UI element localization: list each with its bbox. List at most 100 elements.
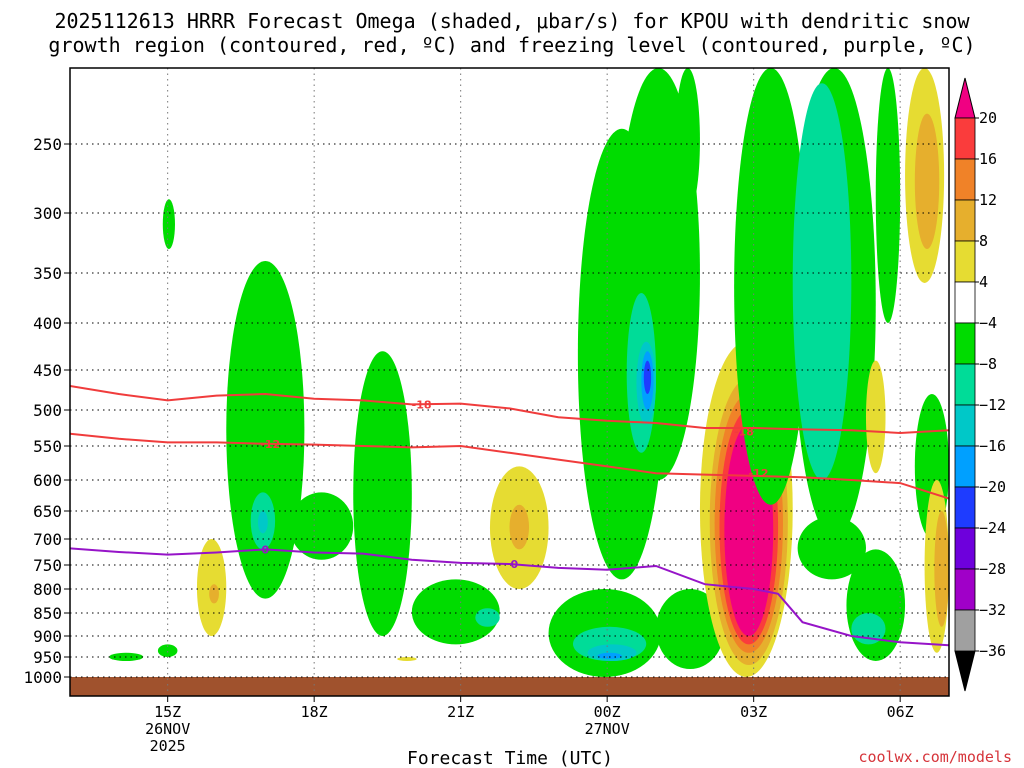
colorbar-tick-label-2: 12: [979, 191, 997, 209]
omega-cell-44: [934, 511, 949, 627]
ground-fill: [70, 677, 949, 696]
y-tick-label-500: 500: [33, 401, 62, 420]
omega-shading: [109, 68, 949, 677]
y-tick-label-600: 600: [33, 471, 62, 490]
contour-label-1: -12: [260, 438, 280, 451]
y-tick-label-850: 850: [33, 604, 62, 623]
contour-line-0: [70, 385, 949, 435]
y-tick-label-750: 750: [33, 556, 62, 575]
x-tick-label-06Z: 06Z: [887, 703, 914, 721]
colorbar-bin-0: [954, 117, 976, 160]
colorbar-tick-label-13: −36: [979, 642, 1006, 660]
colorbar-tick-label-6: −8: [979, 355, 997, 373]
omega-cell-5: [226, 261, 305, 599]
colorbar-tick-label-10: −24: [979, 519, 1006, 537]
y-tick-label-650: 650: [33, 502, 62, 521]
colorbar-bin-6: [954, 363, 976, 406]
omega-cell-25: [675, 68, 700, 213]
colorbar-bin-8: [954, 445, 976, 488]
omega-cell-26: [656, 589, 725, 669]
omega-cell-9: [353, 351, 412, 636]
colorbar-tick-label-5: −4: [979, 314, 997, 332]
omega-cell-32: [734, 68, 808, 505]
y-tick-label-300: 300: [33, 204, 62, 223]
omega-cell-39: [875, 68, 901, 323]
colorbar-top-arrow: [954, 77, 976, 119]
omega-cell-34: [792, 83, 852, 480]
y-tick-label-950: 950: [33, 648, 62, 667]
omega-cell-41: [914, 113, 940, 249]
plot-frame: [69, 67, 950, 697]
grid-lines: [70, 68, 949, 696]
omega-cell-4: [209, 584, 219, 604]
colorbar-tick-label-1: 16: [979, 150, 997, 168]
colorbar-tick-label-11: −28: [979, 560, 1006, 578]
contour-label-0: -18: [412, 398, 432, 411]
y-tick-label-550: 550: [33, 437, 62, 456]
omega-cell-7: [258, 511, 268, 534]
y-tick-label-400: 400: [33, 314, 62, 333]
x-tick-date-15Z: 26NOV: [145, 720, 190, 738]
contour-label-2: -12: [749, 467, 769, 480]
colorbar: 20 16 12 8 4 −4 −8 −12 −16 −20 −24 −28 −32 −36: [954, 77, 1006, 692]
credit-text: coolwx.com/models: [858, 748, 1012, 766]
colorbar-tick-label-12: −32: [979, 601, 1006, 619]
x-tick-date-00Z: 27NOV: [585, 720, 630, 738]
omega-cell-2: [162, 199, 175, 250]
contour-line-1: [70, 432, 949, 500]
x-tick-label-21Z: 21Z: [447, 703, 474, 721]
x-tick-label-03Z: 03Z: [740, 703, 767, 721]
colorbar-bin-5: [954, 322, 976, 365]
plot-area: -18 -12 -12 -18 0 0: [69, 67, 950, 697]
omega-cell-11: [411, 579, 500, 645]
y-axis-ticks: 250 300 350 400 450 500 550 600 650 700 750 800 850 9…: [23, 135, 70, 687]
colorbar-tick-label-4: 4: [979, 273, 988, 291]
colorbar-tick-label-3: 8: [979, 232, 988, 250]
x-tick-year-15Z: 2025: [150, 737, 186, 755]
omega-cell-24: [643, 360, 652, 394]
omega-cell-18: [597, 652, 622, 660]
chart-title-line-2: growth region (contoured, red, ºC) and f…: [48, 33, 975, 57]
colorbar-bin-2: [954, 199, 976, 242]
colorbar-bin-9: [954, 486, 976, 529]
y-tick-label-700: 700: [33, 530, 62, 549]
colorbar-bin-4: [954, 281, 976, 324]
contour-line-4: [70, 547, 949, 647]
omega-cell-10: [397, 657, 417, 661]
x-tick-label-18Z: 18Z: [301, 703, 328, 721]
colorbar-bin-1: [954, 158, 976, 201]
omega-cell-35: [797, 516, 866, 580]
x-tick-label-15Z: 15Z: [154, 703, 181, 721]
colorbar-bin-3: [954, 240, 976, 283]
y-tick-label-450: 450: [33, 361, 62, 380]
contour-label-3: -18: [734, 426, 754, 439]
omega-cell-38: [865, 360, 886, 474]
x-axis-label: Forecast Time (UTC): [407, 748, 613, 768]
y-tick-label-800: 800: [33, 580, 62, 599]
colorbar-bin-12: [954, 609, 976, 652]
ground-band: [70, 677, 949, 696]
y-tick-label-900: 900: [33, 627, 62, 646]
y-tick-label-250: 250: [33, 135, 62, 154]
colorbar-tick-label-9: −20: [979, 478, 1006, 496]
contours: -18 -12 -12 -18 0 0: [70, 385, 949, 647]
omega-cell-8: [289, 492, 354, 560]
colorbar-bin-7: [954, 404, 976, 447]
colorbar-tick-label-7: −12: [979, 396, 1006, 414]
x-tick-label-00Z: 00Z: [594, 703, 621, 721]
omega-cell-12: [475, 608, 500, 627]
colorbar-tick-label-0: 20: [979, 109, 997, 127]
contour-label-5: 0: [511, 558, 519, 571]
colorbar-bin-11: [954, 568, 976, 611]
omega-cell-36: [846, 549, 906, 661]
colorbar-bin-10: [954, 527, 976, 570]
omega-cell-1: [157, 644, 178, 657]
y-tick-label-350: 350: [33, 264, 62, 283]
omega-cell-14: [509, 504, 530, 550]
colorbar-tick-label-8: −16: [979, 437, 1006, 455]
chart-title-line-1: 2025112613 HRRR Forecast Omega (shaded, …: [54, 9, 970, 33]
y-tick-label-1000: 1000: [23, 668, 62, 687]
contour-label-4: 0: [262, 543, 270, 556]
